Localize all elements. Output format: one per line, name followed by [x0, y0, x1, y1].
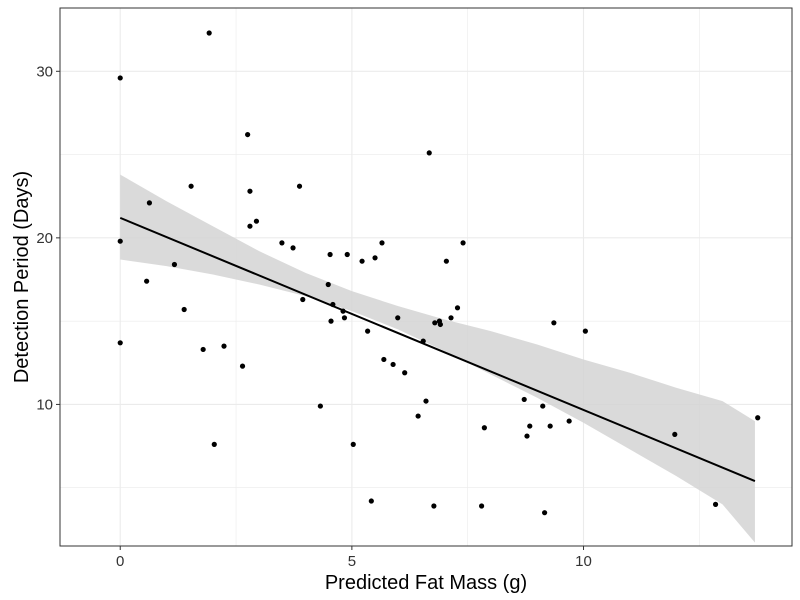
data-point — [542, 510, 548, 516]
data-point — [341, 315, 348, 321]
y-tick-label: 10 — [36, 396, 53, 413]
data-point — [325, 281, 331, 288]
x-tick-label: 5 — [348, 553, 356, 570]
data-point — [432, 320, 438, 326]
x-tick-label: 10 — [575, 553, 592, 570]
data-point — [395, 315, 401, 321]
data-point — [415, 413, 421, 419]
x-axis-title: Predicted Fat Mass (g) — [325, 572, 527, 594]
data-point — [200, 346, 206, 353]
data-point — [253, 218, 260, 224]
plot-border — [59, 7, 793, 547]
data-point — [206, 30, 212, 36]
y-tick-label: 20 — [36, 230, 53, 247]
data-point — [317, 403, 323, 409]
data-point — [481, 425, 487, 431]
data-point — [547, 423, 553, 429]
data-point — [359, 258, 365, 264]
y-axis-title: Detection Period (Days) — [11, 171, 33, 383]
regression-line — [119, 216, 756, 482]
data-point — [420, 338, 426, 344]
data-point — [279, 240, 285, 246]
confidence-band — [120, 174, 755, 543]
data-point — [712, 501, 719, 507]
data-point — [372, 255, 378, 261]
data-point — [582, 328, 588, 334]
data-point — [426, 150, 432, 156]
data-point — [247, 188, 253, 194]
data-point — [181, 306, 187, 313]
data-point — [379, 240, 385, 246]
data-point — [672, 431, 678, 438]
data-point — [328, 318, 334, 324]
data-point — [171, 261, 178, 268]
data-point — [521, 396, 527, 403]
data-point — [390, 361, 396, 368]
data-point — [117, 340, 123, 346]
data-point — [368, 498, 374, 504]
data-point — [437, 321, 443, 328]
data-point — [431, 503, 437, 509]
data-point — [239, 363, 246, 369]
data-point — [188, 183, 194, 189]
data-point — [443, 258, 449, 264]
data-point — [327, 251, 333, 258]
y-tick-label: 30 — [36, 63, 53, 80]
data-point — [402, 370, 408, 376]
data-point — [448, 315, 454, 321]
data-point — [290, 245, 296, 251]
data-points — [117, 30, 761, 516]
data-point — [146, 200, 153, 206]
data-point — [365, 328, 371, 334]
data-point — [247, 223, 253, 229]
data-point — [423, 398, 429, 404]
data-point — [211, 441, 217, 447]
data-point — [524, 433, 530, 439]
data-point — [381, 356, 387, 363]
data-point — [551, 320, 557, 326]
axis-ticks: 0 5 10 10 20 30 — [36, 63, 592, 570]
data-point — [296, 183, 303, 189]
data-point — [478, 503, 485, 509]
data-point — [566, 418, 572, 424]
data-point — [350, 441, 356, 447]
data-point — [300, 296, 306, 303]
data-point — [340, 308, 346, 314]
data-point — [221, 343, 227, 349]
data-point — [117, 238, 123, 244]
data-point — [344, 251, 350, 258]
data-point — [540, 403, 546, 409]
data-point — [527, 423, 533, 429]
data-point — [330, 301, 336, 308]
data-point — [144, 278, 150, 284]
data-point — [117, 75, 123, 81]
data-point — [460, 240, 466, 246]
x-tick-label: 0 — [116, 553, 124, 570]
data-point — [755, 415, 761, 421]
data-point — [245, 131, 251, 138]
data-point — [454, 305, 461, 311]
